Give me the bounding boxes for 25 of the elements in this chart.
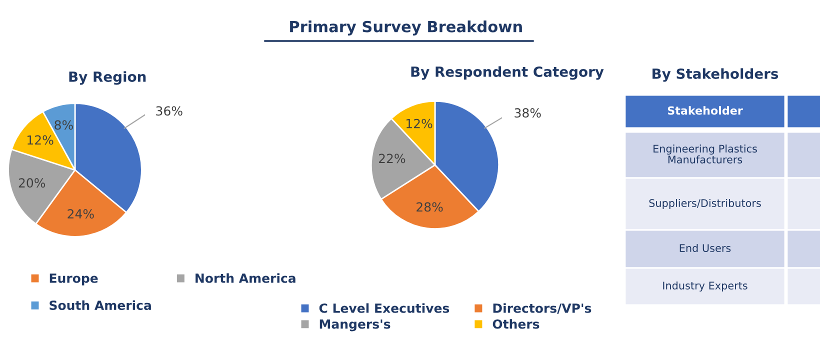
text: By Stakeholders (652, 68, 778, 82)
text: Industry Experts (663, 281, 748, 292)
legend-label: Directors/VP's (493, 303, 592, 314)
data-label: 38% (514, 108, 541, 118)
legend-label: C Level Executives (319, 303, 450, 313)
data-label: 24% (68, 209, 94, 219)
data-label: 8% (54, 120, 73, 130)
legend-label: Mangers's (320, 319, 390, 332)
chart-title: By Region (69, 71, 146, 85)
text: Stakeholder (668, 106, 743, 115)
legend-label: Others (492, 319, 540, 329)
data-label: 12% (406, 118, 432, 128)
data-label: 28% (416, 202, 443, 212)
text: End Users (680, 244, 731, 252)
data-label: 20% (18, 178, 46, 188)
data-label: 36% (156, 106, 182, 116)
data-label: 22% (378, 154, 406, 164)
chart-title: By Respondent Category (411, 66, 604, 80)
text: Engineering Plastics Manufacturers (654, 144, 757, 164)
legend-label: South America (50, 300, 151, 310)
legend-label: North America (196, 273, 296, 283)
legend-label: Europe (50, 274, 98, 286)
data-label: 12% (28, 135, 54, 145)
text: Suppliers/Distributors (649, 198, 761, 210)
text: Primary Survey Breakdown (290, 20, 522, 36)
